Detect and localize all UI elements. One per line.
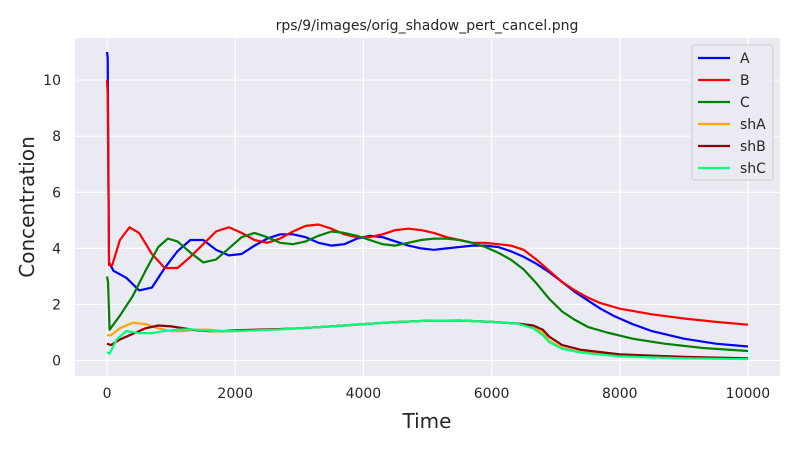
legend-box xyxy=(691,44,774,181)
y-tick-label: 4 xyxy=(52,241,61,257)
y-tick-label: 8 xyxy=(52,129,61,145)
series-lines xyxy=(105,51,749,361)
x-tick-labels: 0 2000 4000 6000 8000 10000 xyxy=(103,386,771,402)
x-tick-label: 6000 xyxy=(474,386,510,402)
y-axis-label: Concentration xyxy=(15,136,39,277)
x-tick-label: 2000 xyxy=(217,386,253,402)
legend-label-shC: shC xyxy=(740,161,766,177)
x-axis-label: Time xyxy=(402,409,452,433)
y-tick-label: 10 xyxy=(43,73,61,89)
legend-label-shB: shB xyxy=(740,139,766,155)
x-tick-label: 8000 xyxy=(602,386,638,402)
x-tick-label: 10000 xyxy=(726,386,771,402)
series-line-shC xyxy=(106,319,749,361)
chart-title: rps/9/images/orig_shadow_pert_cancel.png xyxy=(276,18,579,34)
y-tick-label: 0 xyxy=(52,354,61,370)
legend-label-shA: shA xyxy=(740,117,766,133)
x-tick-label: 4000 xyxy=(346,386,382,402)
y-tick-label: 2 xyxy=(52,297,61,313)
legend-label-B: B xyxy=(740,73,750,89)
plot-area xyxy=(75,38,780,376)
series-line-C xyxy=(105,230,749,353)
x-tick-label: 0 xyxy=(103,386,112,402)
legend-label-A: A xyxy=(740,51,750,67)
y-tick-label: 6 xyxy=(52,185,61,201)
legend-label-C: C xyxy=(740,95,750,111)
y-tick-labels: 0 2 4 6 8 10 xyxy=(43,73,61,369)
